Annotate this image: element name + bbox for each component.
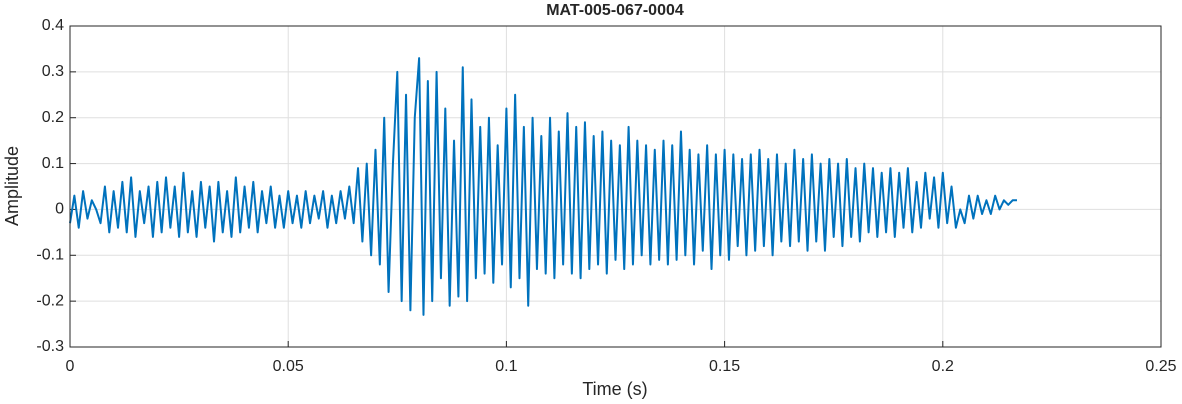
x-tick-label: 0.25 <box>1145 358 1176 375</box>
plot-area <box>69 57 1017 316</box>
y-tick-label: 0.2 <box>42 109 64 126</box>
y-tick-label: -0.1 <box>36 247 64 264</box>
x-tick-label: 0.1 <box>495 358 517 375</box>
x-axis-label: Time (s) <box>582 379 647 399</box>
y-tick-label: 0 <box>55 201 64 218</box>
axes-box <box>69 25 1162 348</box>
y-tick-label: -0.3 <box>36 338 64 355</box>
y-tick-label: 0.3 <box>42 63 64 80</box>
waveform-line <box>69 57 1017 316</box>
y-tick-label: -0.2 <box>36 292 64 309</box>
y-tick-label: 0.1 <box>42 155 64 172</box>
y-axis-label: Amplitude <box>2 146 22 226</box>
x-tick-label: 0.15 <box>709 358 740 375</box>
chart-title: MAT-005-067-0004 <box>546 2 684 19</box>
y-tick-label: 0.4 <box>42 17 64 34</box>
x-tick-label: 0.2 <box>932 358 954 375</box>
x-tick-label: 0.05 <box>273 358 304 375</box>
x-tick-label: 0 <box>66 358 75 375</box>
